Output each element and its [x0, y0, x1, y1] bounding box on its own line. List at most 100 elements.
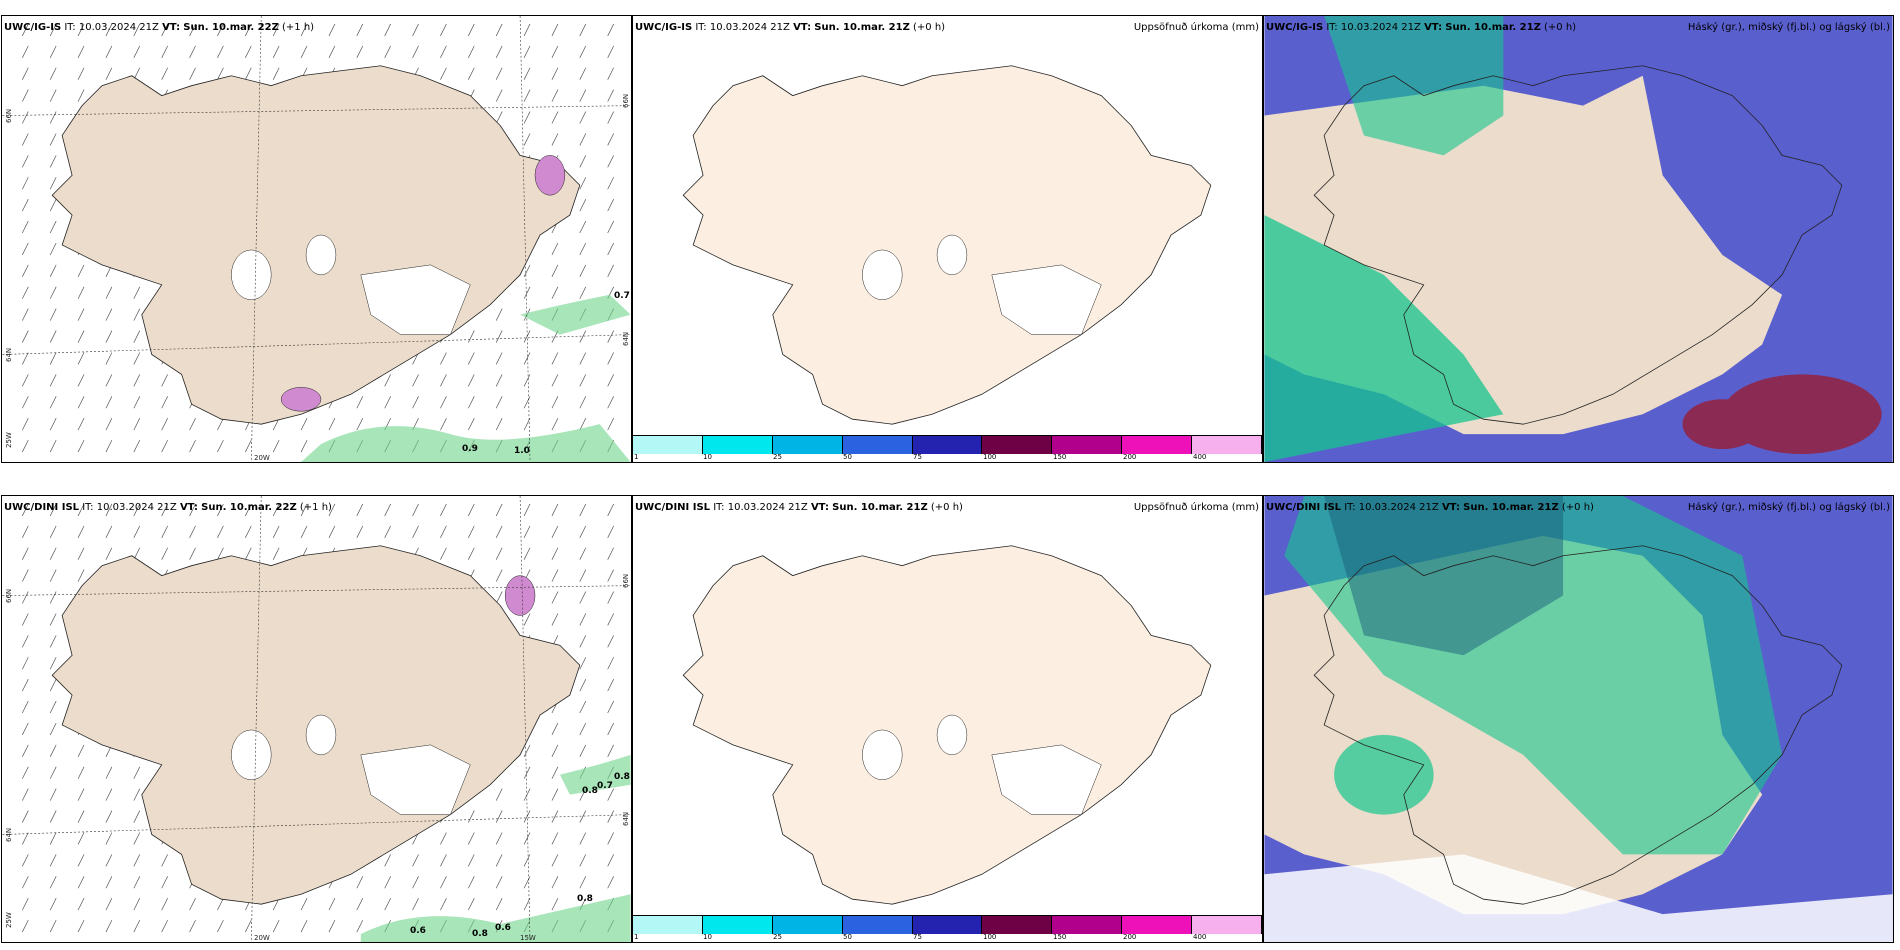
wind-barb [245, 503, 252, 517]
wind-barb [22, 854, 29, 867]
wind-barb [77, 330, 85, 343]
wind-barb [607, 591, 614, 604]
wind-barb [523, 89, 531, 102]
wind-barb [22, 308, 29, 321]
wind-barb [105, 67, 113, 80]
wind-barb [412, 45, 419, 58]
wind-barb [328, 23, 336, 37]
colorbar-cell [1052, 436, 1123, 454]
wind-barb [49, 525, 57, 538]
wind-barb [440, 418, 447, 431]
value-label: 0.6 [410, 926, 426, 936]
wind-barb [579, 67, 587, 80]
wind-barb [495, 591, 503, 604]
value-label: 0.6 [495, 923, 511, 933]
wind-barb [579, 286, 587, 299]
wind-barb [105, 854, 113, 867]
wind-barb [551, 525, 559, 538]
wind-barb [77, 374, 85, 387]
wind-barb [523, 352, 531, 365]
wind-barb [217, 23, 224, 37]
colorbar-cell [772, 916, 843, 934]
wind-barb [133, 788, 141, 801]
wind-barb [105, 788, 113, 801]
wind-barb [300, 23, 308, 37]
wind-barb [77, 264, 85, 277]
wind-barb [468, 418, 475, 431]
wind-barb [49, 547, 57, 560]
wind-barb [551, 133, 559, 146]
wind-barb [77, 352, 85, 365]
wind-barb [49, 613, 57, 626]
cloud-map [1264, 16, 1893, 462]
wind-barb [607, 352, 614, 365]
precip-map [682, 65, 1212, 425]
wind-barb [468, 23, 475, 37]
wind-barb [384, 23, 391, 37]
wind-barb [133, 766, 141, 779]
wind-barb [77, 67, 85, 80]
wind-barb [49, 810, 57, 823]
wind-barb [22, 418, 29, 431]
wind-barb [217, 525, 224, 538]
wind-barb [77, 744, 85, 757]
wind-barb [22, 352, 29, 365]
panel-precip-row1: UWC/IG-IS IT: 10.03.2024 21Z VT: Sun. 10… [632, 15, 1263, 463]
cloud-map [1264, 496, 1893, 942]
wind-barb [551, 352, 559, 365]
wind-barb [468, 503, 475, 517]
wind-barb [22, 133, 29, 146]
wind-barb [161, 525, 168, 538]
wind-barb [161, 919, 168, 933]
wind-barb [523, 264, 531, 277]
wind-barb [412, 898, 419, 911]
wind-barb [384, 396, 391, 409]
wind-barb [22, 591, 29, 604]
wind-barb [22, 45, 29, 58]
wind-barb [22, 635, 29, 648]
colorbar-cell [702, 916, 773, 934]
wind-barb [384, 503, 391, 517]
wind-barb [495, 854, 503, 867]
wind-barb [77, 810, 85, 823]
wind-barb [105, 308, 113, 321]
wind-barb [22, 396, 29, 409]
wind-barb [523, 854, 531, 867]
wind-barb [579, 418, 587, 431]
wind-barb [579, 569, 587, 582]
wind-barb [523, 832, 531, 845]
wind-barb [579, 220, 587, 234]
wind-barb [579, 854, 587, 867]
wind-barb [495, 330, 503, 343]
wind-barb [551, 374, 559, 387]
wind-barb [217, 547, 224, 560]
wind-barb [133, 45, 141, 58]
wind-barb [468, 374, 475, 387]
wind-barb [440, 876, 447, 889]
colorbar-tick: 400 [1193, 933, 1207, 941]
wind-barb [22, 155, 29, 168]
wind-barb [579, 810, 587, 823]
wind-barb [579, 177, 587, 190]
wind-barb [272, 503, 280, 517]
wind-barb [551, 23, 559, 37]
colorbar-cell [982, 436, 1053, 454]
wind-barb [49, 635, 57, 648]
wind-barb [607, 418, 614, 431]
wind-barb [189, 67, 196, 80]
wind-barb [607, 177, 614, 190]
wind-barb [49, 418, 57, 431]
wind-barb [412, 525, 419, 538]
wind-barb [607, 679, 614, 692]
wind-barb [245, 45, 252, 58]
wind-barb [49, 744, 57, 757]
wind-barb [468, 876, 475, 889]
wind-barb [161, 854, 168, 867]
wind-barb [468, 832, 475, 845]
colorbar-cell [702, 436, 773, 454]
wind-barb [77, 876, 85, 889]
wind-barb [551, 788, 559, 801]
wind-barb [22, 374, 29, 387]
wind-barb [49, 854, 57, 867]
wind-barb [245, 439, 252, 453]
